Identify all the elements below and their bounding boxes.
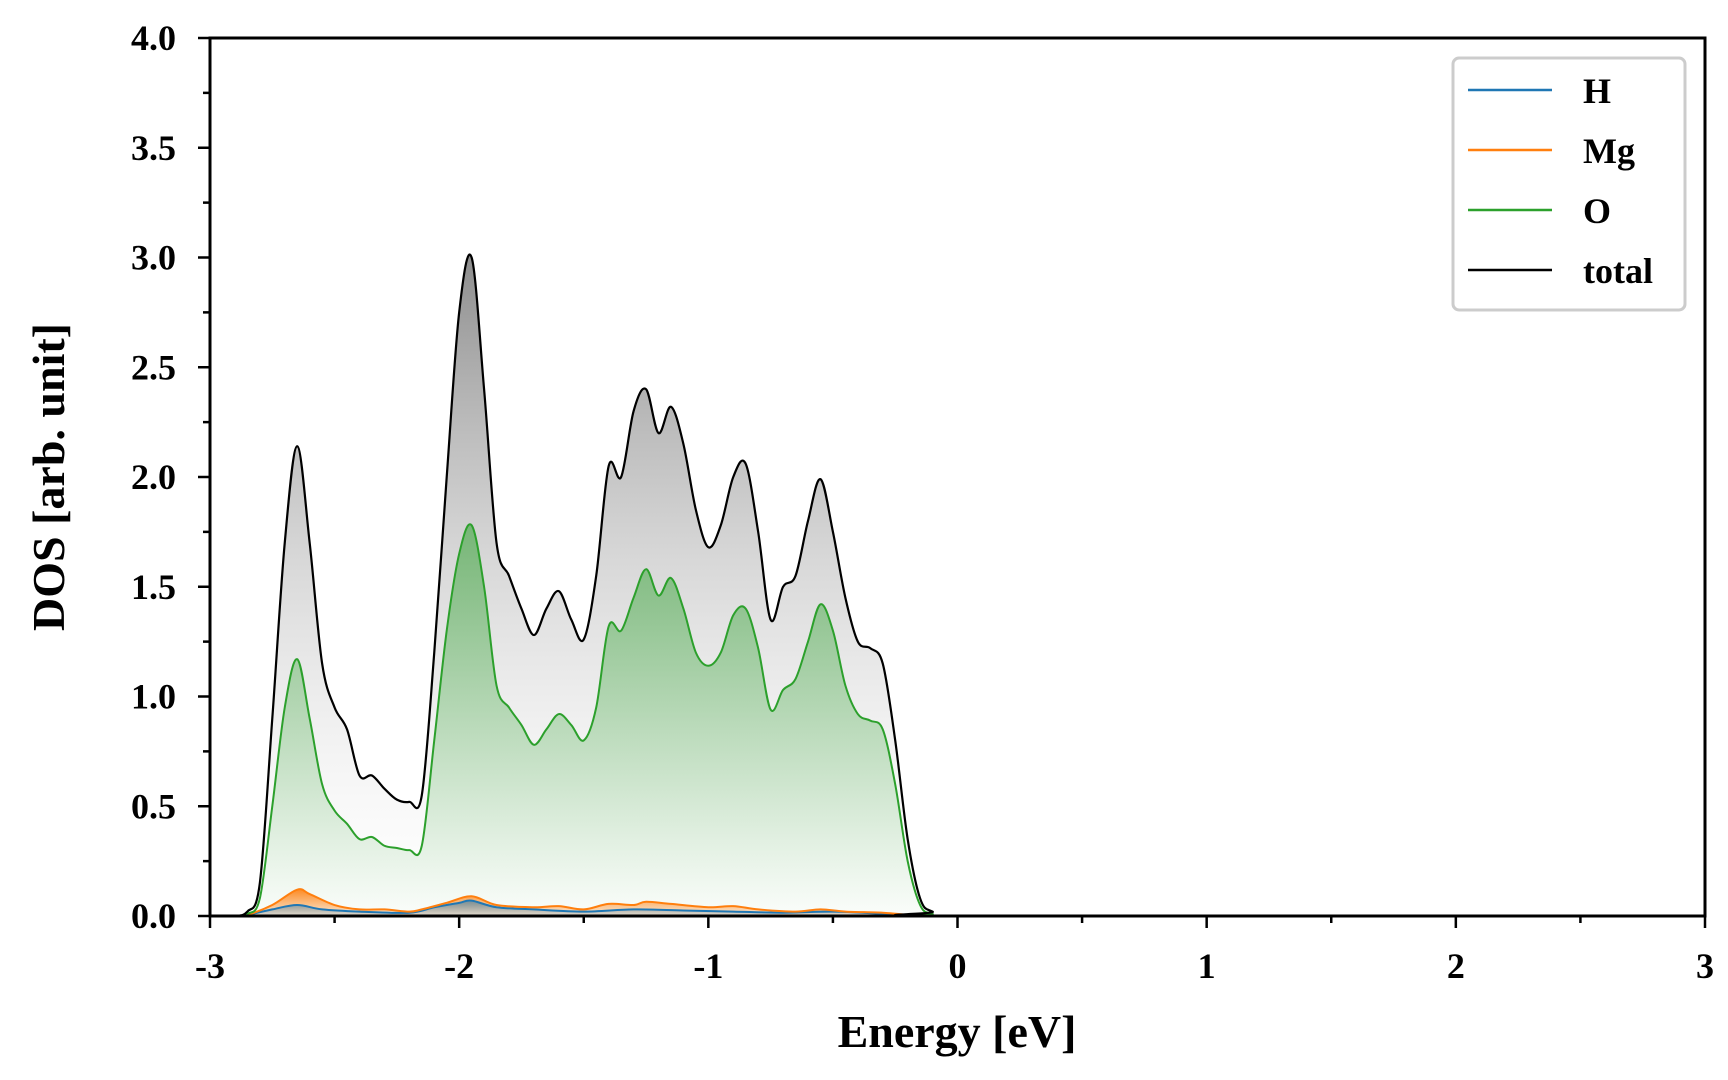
y-tick-label: 2.0 [131,457,176,497]
series-areas [210,254,1705,916]
legend-label-o: O [1583,191,1611,231]
x-tick-label: 0 [949,946,967,986]
legend-label-h: H [1583,71,1611,111]
series-lines [210,253,1705,916]
area-o [210,524,1705,916]
line-total [210,253,1705,916]
legend-box [1451,56,1687,312]
legend-label-total: total [1583,251,1653,291]
y-tick-label: 3.5 [131,128,176,168]
y-tick-label: 0.0 [131,896,176,936]
y-axis-title: DOS [arb. unit] [23,323,74,631]
y-tick-label: 4.0 [131,18,176,58]
y-tick-label: 2.5 [131,347,176,387]
y-tick-label: 0.5 [131,786,176,826]
line-h [210,899,1705,916]
y-axis: 0.0 0.5 1.0 1.5 2.0 2.5 3.0 3.5 4.0 [131,18,210,936]
y-tick-label: 3.0 [131,238,176,278]
x-tick-label: 3 [1696,946,1714,986]
x-tick-label: -1 [693,946,723,986]
x-tick-label: 1 [1198,946,1216,986]
y-tick-label: 1.5 [131,567,176,607]
legend-label-mg: Mg [1583,131,1635,171]
x-tick-label: -2 [444,946,474,986]
x-axis: -3 -2 -1 0 1 2 3 [195,916,1714,986]
x-tick-label: -3 [195,946,225,986]
x-axis-title: Energy [eV] [838,1006,1077,1057]
x-tick-label: 2 [1447,946,1465,986]
line-o [210,523,1705,916]
y-tick-label: 1.0 [131,677,176,717]
